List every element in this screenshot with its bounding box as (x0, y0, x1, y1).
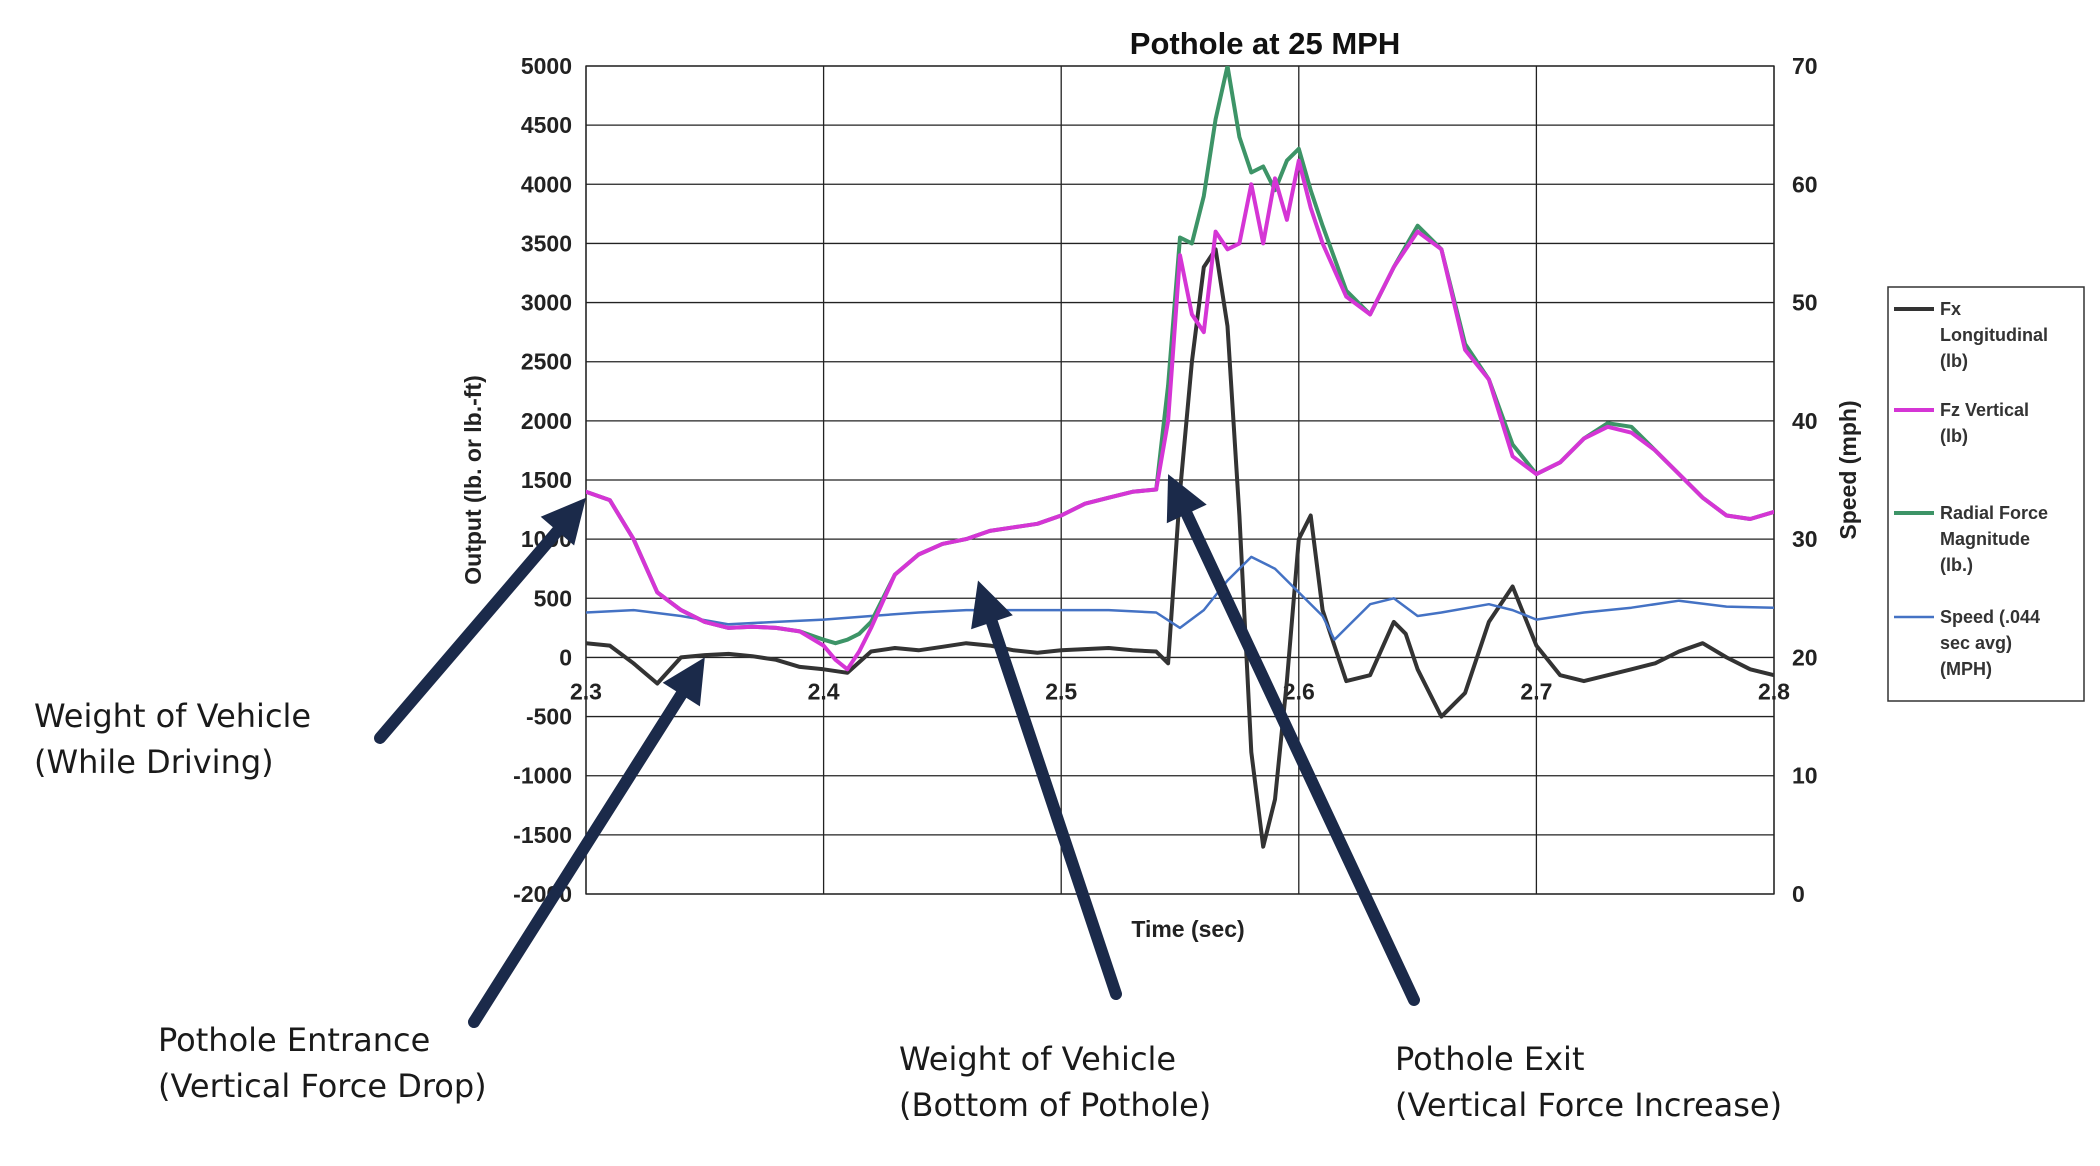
x-tick-label: 2.8 (1758, 678, 1790, 704)
series-line (586, 555, 1774, 641)
y-tick-label: -500 (526, 704, 572, 730)
series-layer (586, 66, 1774, 849)
y-tick-label: -1500 (513, 822, 572, 848)
annotation-arrows (374, 474, 1420, 1028)
y2-axis-ticks: 70 60 50 40 30 20 10 0 (1792, 53, 1818, 907)
legend-label: Speed (.044 sec avg) (MPH) (1940, 607, 2040, 679)
chart-title: Pothole at 25 MPH (1130, 26, 1400, 61)
y2-tick-label: 60 (1792, 171, 1818, 197)
annotation-line2: (Vertical Force Increase) (1395, 1086, 1783, 1124)
y2-tick-label: 70 (1792, 53, 1818, 79)
x-tick-label: 2.4 (808, 678, 840, 704)
annotation-line1: Pothole Exit (1395, 1040, 1585, 1078)
y2-tick-label: 50 (1792, 290, 1818, 316)
x-tick-label: 2.7 (1520, 678, 1552, 704)
annotation-arrow-head (971, 580, 1013, 630)
annotation-line2: (While Driving) (34, 743, 274, 781)
y-tick-label: 0 (559, 644, 572, 670)
annotation-arrow-shaft (374, 525, 564, 744)
legend-label: Fz Vertical (lb) (1940, 400, 2029, 446)
y-tick-label: 1500 (521, 467, 572, 493)
y-tick-label: 2500 (521, 349, 572, 375)
y-tick-label: 3500 (521, 230, 572, 256)
y-axis-ticks: 5000450040003500300025002000150010005000… (513, 53, 572, 907)
y-tick-label: 5000 (521, 53, 572, 79)
annotation-arrow-shaft (468, 688, 688, 1028)
annotation-line2: (Vertical Force Drop) (158, 1067, 487, 1105)
y2-tick-label: 10 (1792, 763, 1818, 789)
y-tick-label: 2000 (521, 408, 572, 434)
x-tick-label: 2.3 (570, 678, 602, 704)
y2-tick-label: 40 (1792, 408, 1818, 434)
y-axis-label: Output (lb. or lb.-ft) (460, 375, 486, 584)
y-tick-label: 4500 (521, 112, 572, 138)
annotation-arrow-head (540, 497, 586, 546)
x-tick-label: 2.5 (1045, 678, 1077, 704)
y-tick-label: 4000 (521, 171, 572, 197)
annotation-arrow-shaft (1180, 507, 1420, 1006)
y-tick-label: 500 (534, 585, 572, 611)
x-axis-label: Time (sec) (1131, 916, 1244, 942)
y-tick-label: 3000 (521, 290, 572, 316)
legend-label: Radial Force Magnitude (lb.) (1940, 503, 2048, 575)
series-line (586, 158, 1774, 672)
y-tick-label: -1000 (513, 763, 572, 789)
y2-tick-label: 30 (1792, 526, 1818, 552)
legend: Fx Longitudinal (lb) Fz Vertical (lb) Radial … (1887, 286, 2085, 702)
annotation-line1: Weight of Vehicle (899, 1040, 1177, 1078)
x-axis-ticks: 2.3 2.4 2.5 2.6 2.7 2.8 (570, 678, 1790, 704)
legend-box (1887, 286, 2085, 702)
annotation-pothole-exit: Pothole Exit (Vertical Force Increase) (1395, 1036, 1782, 1128)
y2-axis-label: Speed (mph) (1835, 400, 1861, 539)
grid-lines (585, 65, 1775, 895)
annotation-arrow-head (662, 657, 705, 707)
annotation-line2: (Bottom of Pothole) (899, 1086, 1212, 1124)
annotation-line1: Weight of Vehicle (34, 697, 312, 735)
y2-tick-label: 0 (1792, 881, 1805, 907)
annotation-weight-driving: Weight of Vehicle (While Driving) (34, 693, 311, 785)
annotation-arrow-head (1166, 474, 1207, 524)
annotation-weight-bottom: Weight of Vehicle (Bottom of Pothole) (899, 1036, 1211, 1128)
annotation-pothole-entrance: Pothole Entrance (Vertical Force Drop) (158, 1017, 487, 1109)
annotation-arrow-shaft (985, 616, 1122, 1000)
y2-tick-label: 20 (1792, 644, 1818, 670)
annotation-line1: Pothole Entrance (158, 1021, 431, 1059)
legend-label: Fx Longitudinal (lb) (1940, 299, 2048, 371)
series-line (586, 247, 1774, 849)
